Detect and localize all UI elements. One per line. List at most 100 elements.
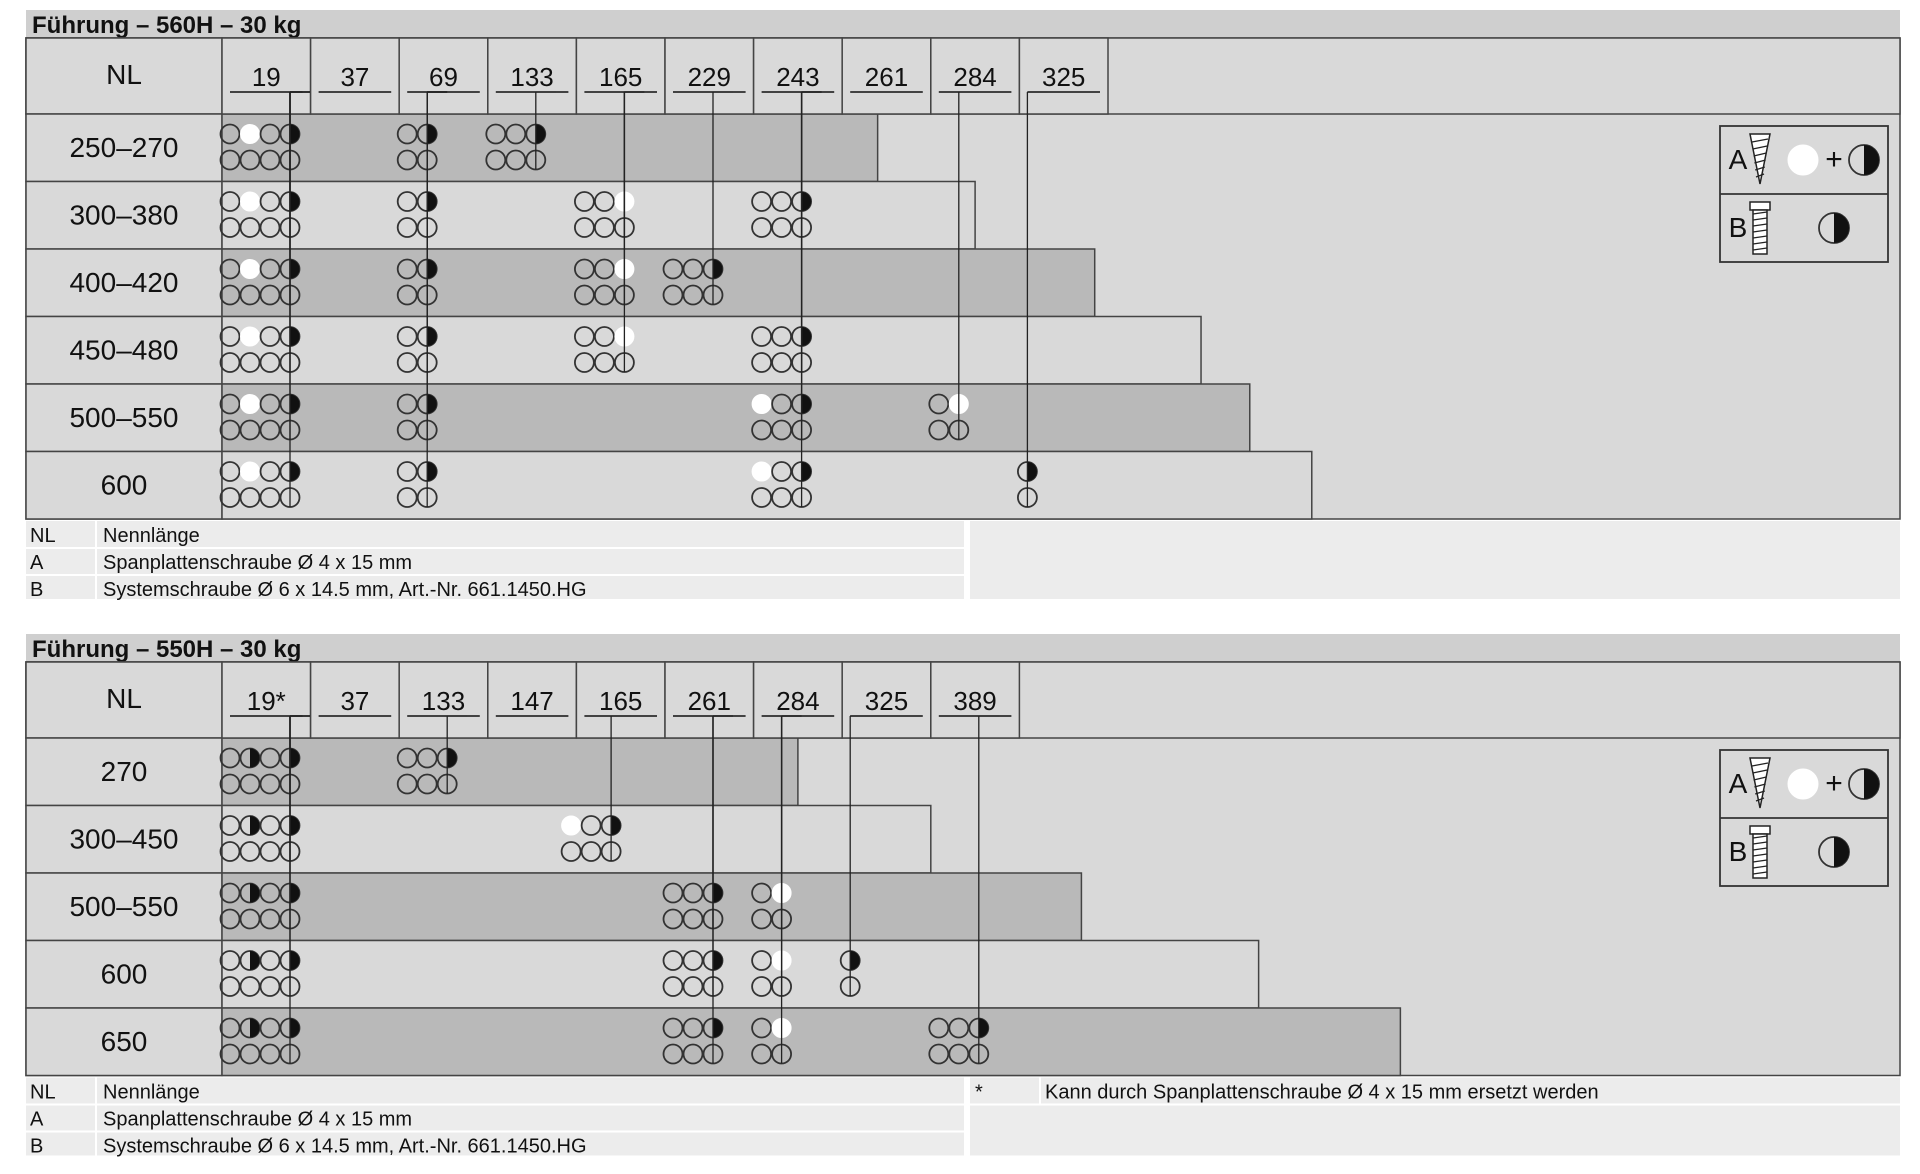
hole-empty [948, 1017, 970, 1039]
section-title: Führung – 560H – 30 kg [32, 12, 302, 39]
hole-empty [771, 352, 792, 373]
hole-group [485, 91, 556, 171]
hole-empty [682, 976, 704, 997]
hole-empty [751, 487, 772, 508]
position-header-cell [575, 37, 666, 115]
screw-thread [1754, 159, 1766, 164]
position-label: 37 [340, 62, 369, 92]
position-header-cell [664, 661, 755, 739]
hole-empty [259, 773, 281, 795]
hole-empty [219, 149, 241, 171]
table-row: 450–480 [25, 315, 1202, 385]
hole-empty [396, 487, 418, 508]
nl-header-cell [25, 37, 223, 115]
hole-half-fill [801, 462, 812, 481]
hole-empty [662, 908, 684, 930]
hole-group [396, 715, 468, 795]
hole-half-fill [1027, 462, 1037, 481]
screw-thread [1752, 841, 1768, 845]
screw-thread [1755, 173, 1765, 178]
length-bar [221, 939, 1260, 1009]
hole-empty [948, 1043, 970, 1065]
hole-empty [219, 950, 241, 971]
hole-empty [771, 419, 792, 441]
row-label: 500–550 [69, 402, 178, 433]
hole-empty [771, 217, 792, 238]
hole-empty [396, 123, 418, 145]
hole-empty [771, 487, 792, 508]
hole-half-fill [250, 816, 260, 835]
key-b-label: B [1729, 836, 1748, 867]
hole-group [574, 91, 645, 373]
hole-empty [594, 191, 615, 212]
hole-empty [771, 191, 792, 212]
hole-empty [219, 1017, 241, 1039]
hole-empty [219, 815, 241, 836]
position-header-cell [309, 661, 400, 739]
system-screw-icon [1749, 201, 1771, 255]
hole-half-fill [427, 327, 437, 346]
hole-half-fill [801, 192, 812, 211]
hole-empty [259, 284, 281, 306]
hole-empty [771, 393, 792, 415]
half-hole-b-icon [1818, 836, 1850, 868]
hole-empty [239, 841, 261, 862]
table-row: 500–550 [25, 872, 1083, 942]
system-screw-icon [1749, 825, 1771, 879]
position-header-cell [575, 661, 666, 739]
hole-half-fill [290, 259, 300, 279]
hole-half-fill [290, 748, 300, 768]
row-label: 400–420 [69, 267, 178, 298]
hole-empty [594, 352, 615, 373]
section-header-560h: Führung – 560H – 30 kg [26, 10, 1900, 39]
hole-half-fill [250, 883, 260, 903]
hole-half-fill [447, 748, 457, 768]
hole-half-fill [801, 327, 812, 346]
position-label: 133 [422, 686, 465, 716]
hole-empty [239, 352, 261, 373]
hole-empty [751, 882, 772, 904]
row-label: 600 [101, 470, 148, 501]
nl-header-label: NL [106, 59, 142, 90]
hole-empty [259, 908, 281, 930]
hole-white [751, 394, 772, 414]
hole-empty [928, 419, 950, 441]
hole-empty [574, 352, 595, 373]
hole-white [240, 124, 260, 144]
position-label: 19* [247, 686, 286, 716]
row-label: 500–550 [69, 891, 178, 922]
hole-group [560, 715, 632, 862]
hole-empty [219, 976, 241, 997]
key-b-label: B [1729, 212, 1748, 243]
hole-empty [259, 747, 281, 769]
position-label: 389 [953, 686, 996, 716]
screw-thread [1752, 847, 1768, 851]
hole-empty [560, 841, 582, 862]
length-bar [221, 450, 1313, 520]
hole-empty [574, 191, 595, 212]
hole-empty [505, 123, 527, 145]
hole-half-fill [611, 816, 621, 835]
position-label: 147 [510, 686, 553, 716]
hole-empty [259, 950, 281, 971]
hole-half-fill [978, 1018, 989, 1038]
hole-empty [219, 258, 241, 280]
row-label: 270 [101, 756, 148, 787]
legend-text: Spanplattenschraube Ø 4 x 15 mm [103, 1109, 412, 1131]
hole-empty [682, 284, 704, 306]
screw-thread [1752, 871, 1768, 875]
key-a-label: A [1729, 768, 1748, 799]
legend-text: Nennlänge [103, 525, 200, 547]
key-a-label: A [1729, 144, 1748, 175]
hole-half-fill [290, 124, 300, 144]
table-row: 600 [25, 450, 1313, 520]
legend-right-bg [970, 521, 1900, 599]
hole-empty [682, 1017, 704, 1039]
hole-empty [396, 773, 418, 795]
screw-key-box: A + B [1719, 749, 1889, 887]
hole-empty [239, 773, 261, 795]
position-header-cell [841, 661, 932, 739]
screw-thread [1752, 241, 1768, 245]
screw-head [1749, 201, 1771, 211]
